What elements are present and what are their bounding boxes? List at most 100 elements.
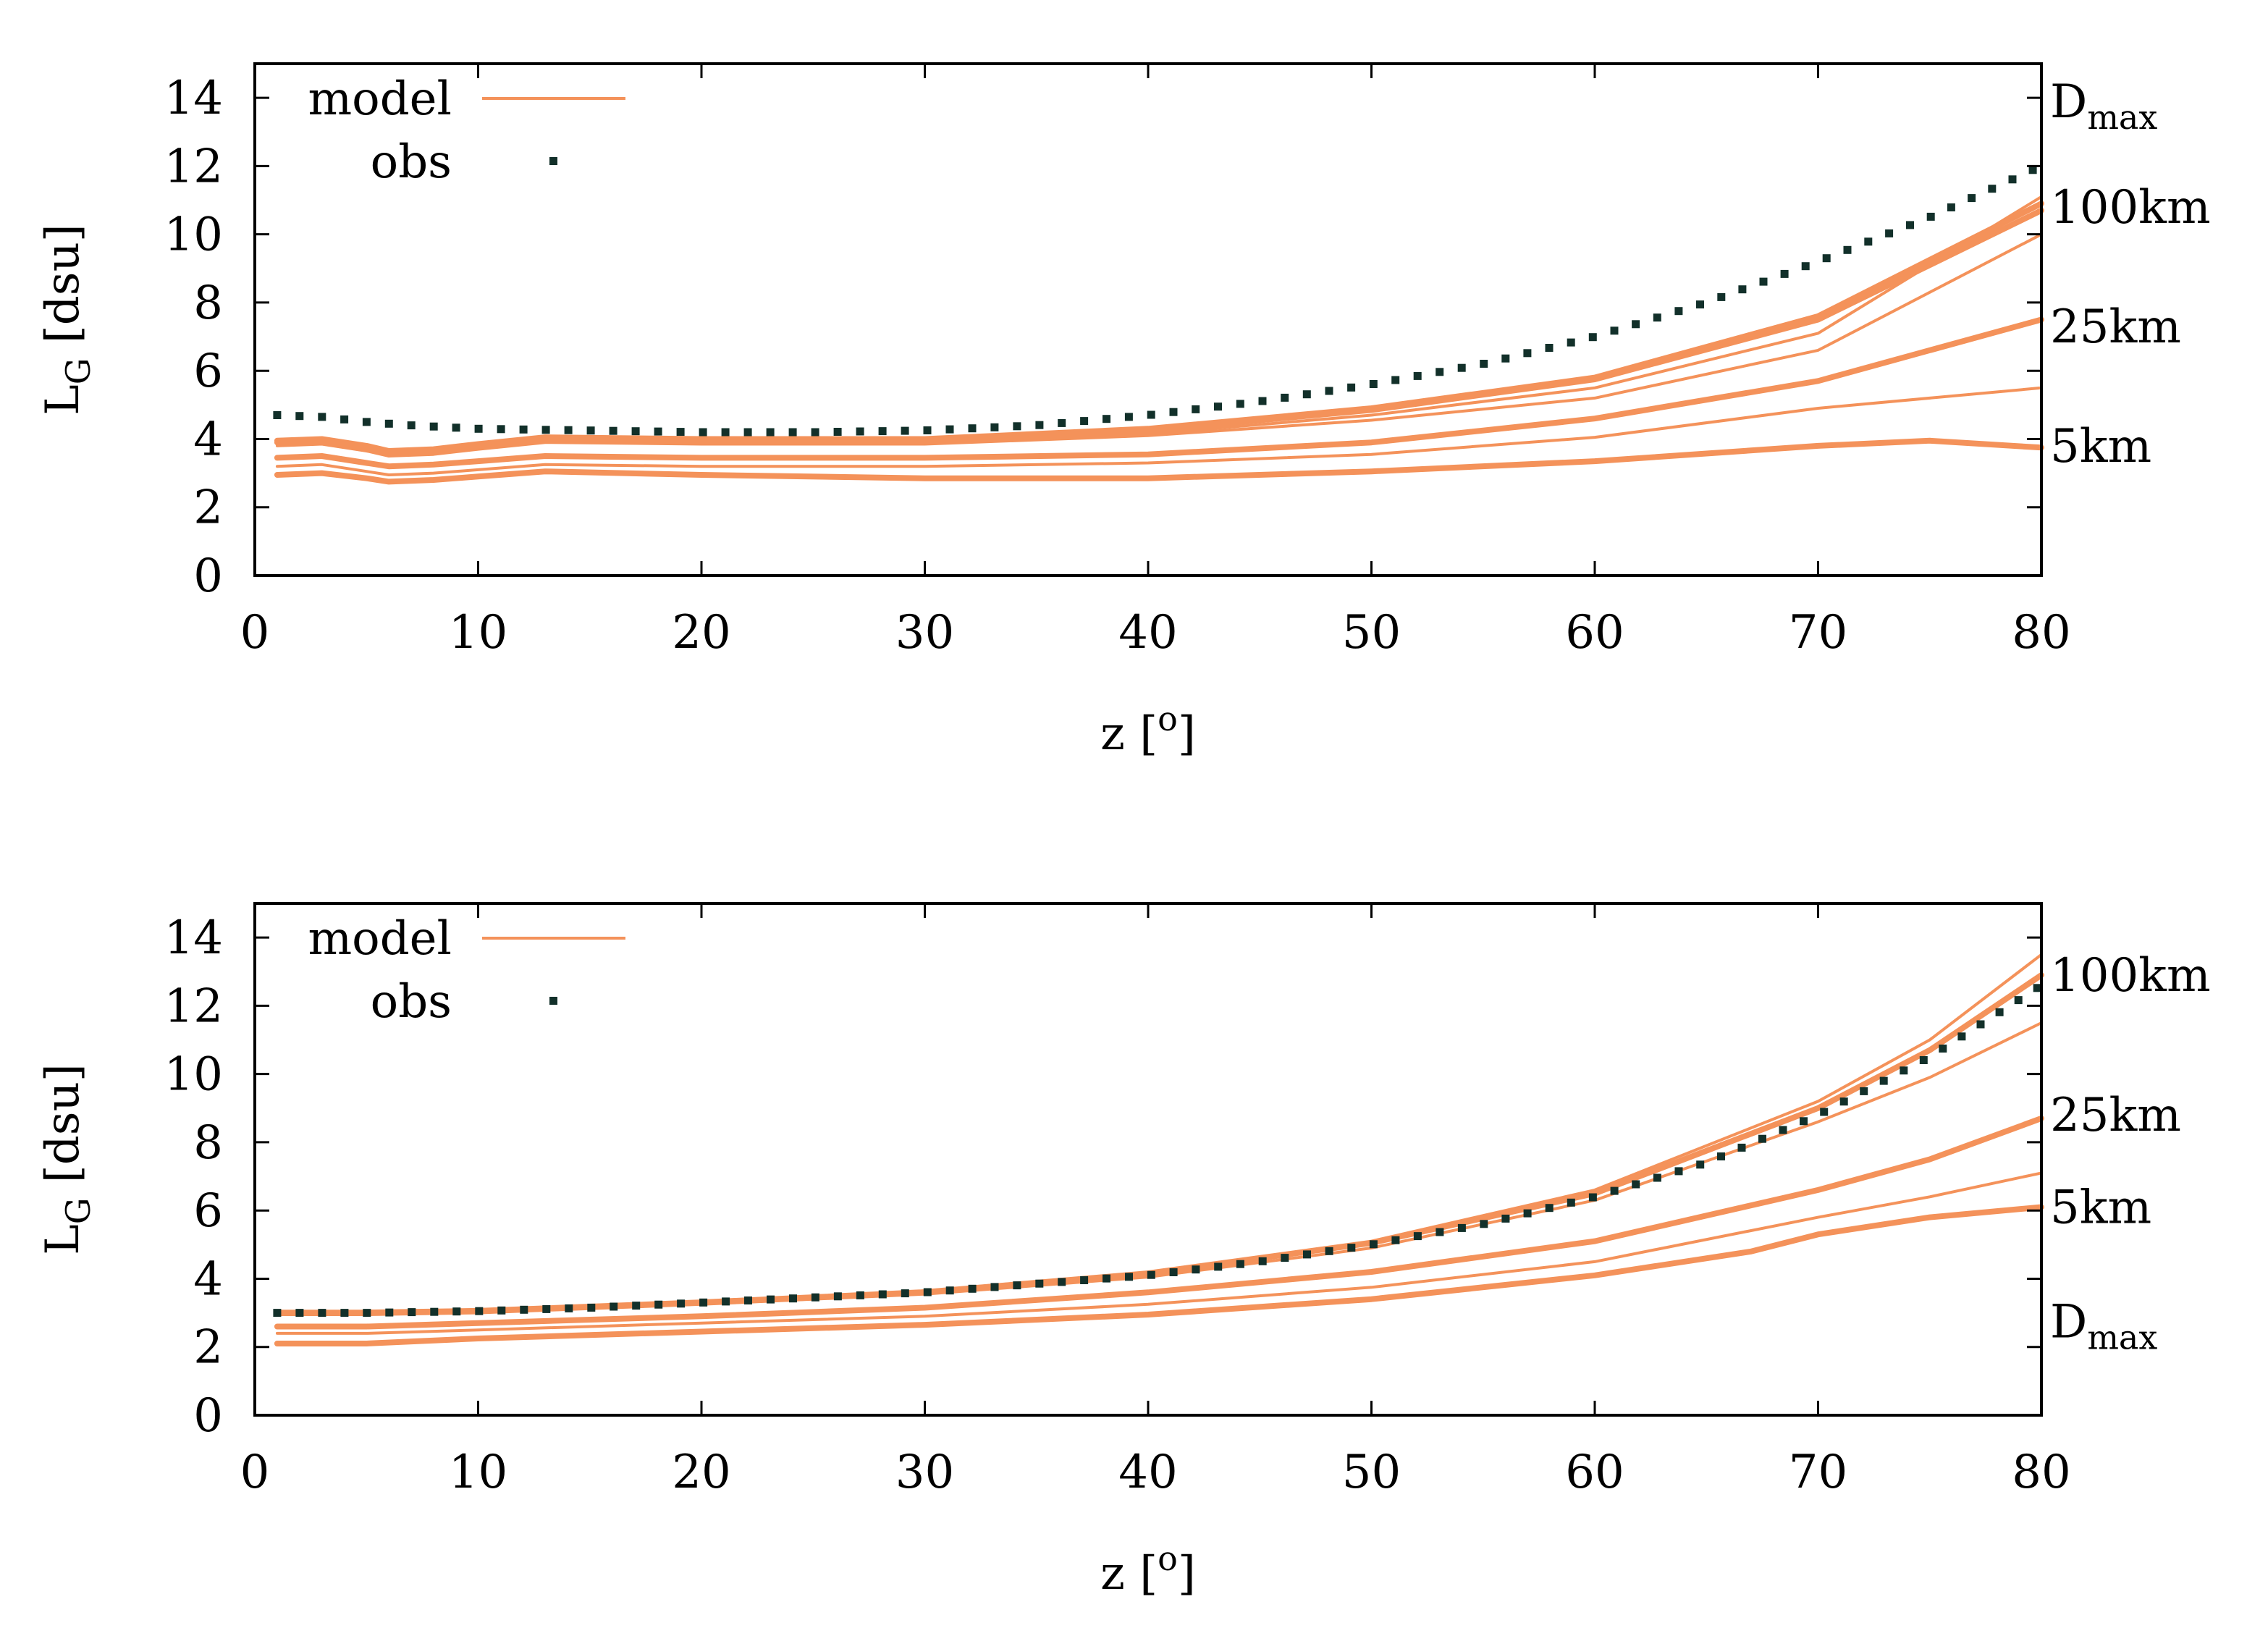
legend-obs-label: obs xyxy=(371,975,452,1029)
obs-point xyxy=(1976,1020,1985,1029)
obs-point xyxy=(1169,1268,1178,1276)
series-annotation: 100km xyxy=(2050,949,2211,1003)
series-annotation-main: D xyxy=(2050,1295,2087,1349)
obs-point xyxy=(1696,300,1704,309)
y-tick-label: 10 xyxy=(164,1048,223,1102)
obs-point xyxy=(1780,269,1789,278)
obs-point xyxy=(452,1307,461,1316)
x-tick-label: 0 xyxy=(240,1446,270,1499)
obs-point xyxy=(362,418,371,426)
obs-point xyxy=(1325,387,1333,395)
obs-point xyxy=(833,1292,842,1301)
obs-point xyxy=(1779,1126,1787,1134)
obs-point xyxy=(1236,400,1244,408)
top-chart-panel: 0 10 20 30 40 50 60 70 80 0 2 4 6 8 10 12 14 z [o] LG [dsu… xyxy=(36,62,2211,761)
series-annotation-subscript: max xyxy=(2087,1317,2157,1357)
obs-point xyxy=(1413,371,1422,380)
x-tick-label: 0 xyxy=(240,606,270,659)
obs-point xyxy=(1480,1220,1488,1228)
obs-point xyxy=(1759,277,1768,286)
obs-point xyxy=(1058,418,1066,427)
x-tick-label: 40 xyxy=(1118,1446,1177,1499)
series-annotation: Dmax xyxy=(2050,1295,2157,1357)
obs-point xyxy=(1674,307,1683,316)
obs-point xyxy=(788,428,797,437)
obs-point xyxy=(1906,221,1914,229)
obs-point xyxy=(945,425,954,434)
y-axis-label-subscript: G xyxy=(59,1198,98,1225)
series-annotation: 5km xyxy=(2050,1181,2151,1234)
obs-point xyxy=(1013,1281,1021,1290)
series-annotation-main: 25km xyxy=(2050,300,2181,354)
obs-point xyxy=(2033,984,2041,992)
obs-point xyxy=(541,426,550,434)
obs-point xyxy=(2028,166,2037,174)
obs-point xyxy=(1653,1173,1661,1182)
obs-point xyxy=(295,1309,304,1317)
y-tick-label: 14 xyxy=(164,72,223,125)
y-tick-label: 2 xyxy=(193,1321,223,1375)
obs-point xyxy=(1567,1198,1575,1207)
x-tick-label: 80 xyxy=(2012,606,2070,659)
obs-point xyxy=(654,1300,663,1309)
obs-point xyxy=(520,1305,528,1314)
obs-point xyxy=(1013,422,1021,431)
series-annotation-main: 100km xyxy=(2050,949,2211,1003)
model-series-line xyxy=(274,972,2044,1316)
obs-point xyxy=(1957,1032,1966,1041)
x-tick-label: 70 xyxy=(1789,1446,1847,1499)
obs-point xyxy=(811,428,819,437)
series-annotation-main: 25km xyxy=(2050,1089,2181,1142)
y-tick-label: 2 xyxy=(193,481,223,535)
obs-point xyxy=(1124,413,1133,421)
obs-point xyxy=(1900,1066,1908,1075)
obs-point xyxy=(721,428,730,437)
obs-point xyxy=(1325,1247,1333,1255)
obs-point xyxy=(789,1294,797,1303)
obs-point xyxy=(452,423,460,432)
obs-point xyxy=(1080,1276,1089,1284)
obs-point xyxy=(856,1291,864,1299)
obs-point xyxy=(1169,408,1178,416)
obs-point xyxy=(1236,1260,1244,1268)
x-axis-label-text: z [ xyxy=(1100,1547,1158,1601)
y-tick-label: 12 xyxy=(164,140,223,193)
obs-point xyxy=(1632,1180,1640,1189)
y-tick-label: 6 xyxy=(193,345,223,398)
y-tick-label: 4 xyxy=(193,1252,223,1306)
obs-point xyxy=(273,1309,282,1317)
obs-point xyxy=(833,428,842,436)
obs-point xyxy=(1919,1056,1928,1064)
obs-point xyxy=(1758,1134,1766,1143)
obs-point xyxy=(1717,292,1726,301)
obs-point xyxy=(1523,349,1532,358)
obs-point xyxy=(1843,245,1852,254)
obs-point xyxy=(1860,1087,1868,1095)
obs-point xyxy=(1258,1257,1267,1265)
model-series-line xyxy=(274,1115,2044,1330)
obs-point xyxy=(923,426,932,434)
y-axis-label-main: L xyxy=(36,384,90,416)
x-tick-label: 10 xyxy=(449,606,507,659)
obs-point xyxy=(1610,1186,1619,1195)
series-annotation: Dmax xyxy=(2050,75,2157,137)
obs-point xyxy=(1192,405,1200,413)
obs-point xyxy=(699,428,707,437)
model-series-line xyxy=(274,1204,2044,1346)
series-annotation-main: D xyxy=(2050,75,2087,129)
obs-point xyxy=(497,425,505,434)
obs-point xyxy=(1125,1273,1133,1281)
obs-point xyxy=(1995,1008,2004,1016)
obs-point xyxy=(1391,376,1400,384)
obs-point xyxy=(1103,1274,1110,1283)
obs-point xyxy=(1369,1240,1378,1249)
x-tick-label: 10 xyxy=(449,1446,507,1499)
obs-point xyxy=(1281,1254,1289,1262)
series-annotation: 5km xyxy=(2050,420,2151,473)
legend-obs-label: obs xyxy=(371,135,452,189)
obs-point xyxy=(677,1299,686,1308)
obs-point xyxy=(542,1304,551,1313)
obs-point xyxy=(1567,338,1575,347)
obs-point xyxy=(1864,237,1873,246)
plot-frame xyxy=(253,62,2043,577)
